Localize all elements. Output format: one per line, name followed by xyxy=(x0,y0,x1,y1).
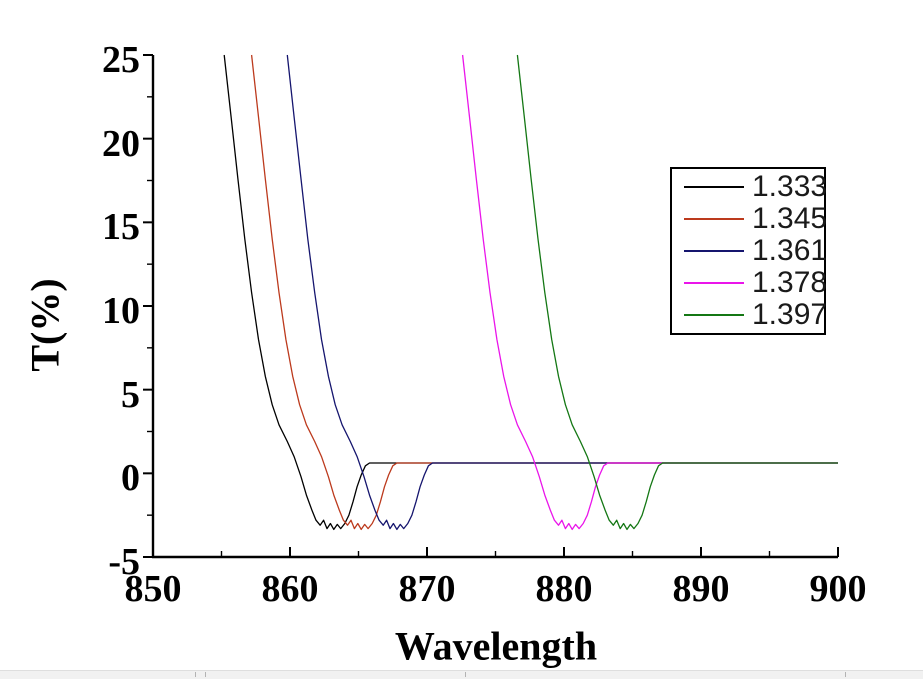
legend-line-sample xyxy=(684,282,744,284)
series-line-1.333 xyxy=(223,54,838,531)
x-tick-label-860: 860 xyxy=(261,568,319,610)
legend-item-1.345: 1.345 xyxy=(672,202,828,235)
series-line-1.397 xyxy=(516,54,838,531)
series-line-1.378 xyxy=(461,54,838,531)
legend-line-sample xyxy=(684,186,744,188)
series-line-1.361 xyxy=(286,54,838,531)
y-axis-title: T(%) xyxy=(22,278,68,372)
x-tick-label-870: 870 xyxy=(398,568,456,610)
y-tick-label-10: 10 xyxy=(102,290,140,332)
x-tick-label-880: 880 xyxy=(535,568,593,610)
curve-lines xyxy=(223,54,838,531)
legend-label: 1.397 xyxy=(752,298,828,331)
y-tick-label--5: -5 xyxy=(108,541,140,583)
legend-box: 1.333 1.345 1.361 1.378 1.397 xyxy=(670,167,828,335)
strip-mark xyxy=(845,672,846,677)
series-line-1.345 xyxy=(250,54,838,531)
legend-line-sample xyxy=(684,218,744,220)
x-tick-label-890: 890 xyxy=(672,568,730,610)
y-tick-label-20: 20 xyxy=(102,122,140,165)
legend-line-sample xyxy=(684,250,744,252)
y-tick-label-25: 25 xyxy=(102,39,140,81)
x-tick-label-850: 850 xyxy=(124,568,182,610)
legend-item-1.397: 1.397 xyxy=(672,298,828,331)
legend-label: 1.345 xyxy=(752,202,828,235)
legend-item-1.378: 1.378 xyxy=(672,266,828,299)
axes xyxy=(143,54,839,559)
x-axis-title: Wavelength xyxy=(394,623,598,669)
legend-label: 1.333 xyxy=(752,170,828,203)
y-tick-label-0: 0 xyxy=(121,457,140,500)
strip-mark xyxy=(465,672,466,677)
legend-item-1.333: 1.333 xyxy=(672,170,828,203)
legend-label: 1.361 xyxy=(752,234,828,267)
legend-label: 1.378 xyxy=(752,266,828,299)
y-tick-label-15: 15 xyxy=(102,206,140,249)
strip-mark xyxy=(205,672,206,677)
legend-item-1.361: 1.361 xyxy=(672,234,828,267)
x-tick-label-900: 900 xyxy=(809,568,867,610)
y-tick-label-5: 5 xyxy=(121,373,140,416)
legend-line-sample xyxy=(684,314,744,316)
window-edge-strip xyxy=(0,670,923,679)
strip-mark xyxy=(195,672,196,677)
